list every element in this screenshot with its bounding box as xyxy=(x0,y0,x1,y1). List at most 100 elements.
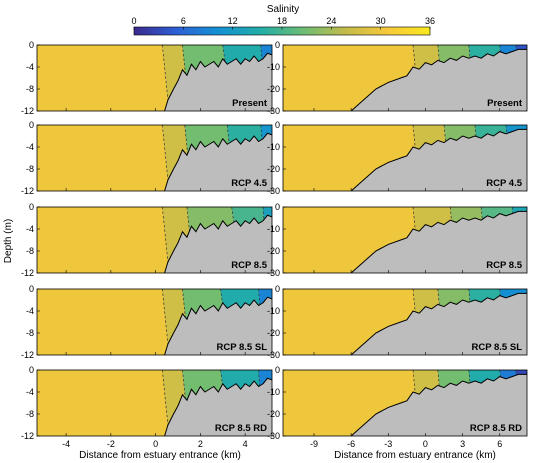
panel-frame xyxy=(282,369,528,437)
land-bed xyxy=(351,293,527,355)
y-tick-label: 0 xyxy=(29,120,34,130)
y-tick-label: -8 xyxy=(26,328,34,338)
y-tick-label: -10 xyxy=(267,62,280,72)
y-tick-label: -10 xyxy=(267,142,280,152)
x-tick-label: -6 xyxy=(347,439,355,449)
y-tick-label: -10 xyxy=(267,224,280,234)
panel-5: 0 -4 -8 -12 RCP 8.5 xyxy=(21,202,273,278)
y-tick-label: -12 xyxy=(21,431,34,441)
land-bed xyxy=(164,133,272,191)
y-tick-label: -20 xyxy=(267,246,280,256)
bed-profile-line xyxy=(164,377,272,436)
y-tick-label: -12 xyxy=(21,186,34,196)
panel-frame xyxy=(36,44,273,112)
panel-frame xyxy=(282,288,528,356)
panel-1: 0 -4 -8 -12 Present xyxy=(21,40,273,116)
colorbar-tick-label: 24 xyxy=(326,16,336,26)
bed-profile-line xyxy=(164,132,272,191)
y-tick-label: 0 xyxy=(29,40,34,50)
y-axis-label: Depth (m) xyxy=(3,219,14,263)
x-tick-label: 6 xyxy=(497,439,502,449)
panel-4: 0 -10 -20 -30 RCP 4.5 xyxy=(267,120,528,196)
y-tick-label: -30 xyxy=(267,350,280,360)
y-tick-label: -30 xyxy=(267,268,280,278)
bed-profile-line xyxy=(350,373,527,436)
y-tick-label: -4 xyxy=(26,224,34,234)
y-tick-label: -20 xyxy=(267,409,280,419)
y-tick-label: -20 xyxy=(267,328,280,338)
scenario-label: RCP 4.5 xyxy=(486,178,522,189)
y-tick-label: -30 xyxy=(267,106,280,116)
land-bed xyxy=(351,49,527,111)
land-bed xyxy=(351,374,527,436)
x-tick-label: -9 xyxy=(310,439,318,449)
x-tick-label: 2 xyxy=(198,439,203,449)
scenario-label: RCP 8.5 xyxy=(231,260,267,271)
land-bed xyxy=(164,297,272,355)
x-tick-label: 4 xyxy=(243,439,248,449)
panel-8: 0 -10 -20 -30 RCP 8.5 SL xyxy=(267,284,528,360)
bed-profile-line xyxy=(350,128,527,191)
y-tick-label: 0 xyxy=(29,284,34,294)
x-tick-label: -2 xyxy=(107,439,115,449)
panel-7: 0 -4 -8 -12 RCP 8.5 SL xyxy=(21,284,273,360)
scenario-label: RCP 8.5 RD xyxy=(470,423,522,434)
land-bed xyxy=(164,215,272,273)
land-bed xyxy=(351,129,527,191)
y-tick-label: 0 xyxy=(275,202,280,212)
y-tick-label: -8 xyxy=(26,246,34,256)
colorbar-title: Salinity xyxy=(267,4,299,15)
scenario-label: RCP 8.5 RD xyxy=(215,423,267,434)
y-tick-label: -10 xyxy=(267,387,280,397)
land-bed xyxy=(164,378,272,436)
panel-9: 0 -4 -8 -12 -4 -2 0 2 4 RCP 8.5 RD xyxy=(21,365,273,449)
y-tick-label: -20 xyxy=(267,164,280,174)
colorbar-tick-label: 30 xyxy=(376,16,386,26)
scenario-label: RCP 4.5 xyxy=(231,178,267,189)
x-axis-label-right: Distance from estuary entrance (km) xyxy=(334,450,496,461)
colorbar: 0 6 12 18 24 30 36 xyxy=(131,16,435,36)
y-tick-label: -8 xyxy=(26,164,34,174)
x-tick-label: -4 xyxy=(62,439,70,449)
scenario-label: RCP 8.5 xyxy=(486,260,522,271)
y-tick-label: 0 xyxy=(275,365,280,375)
bed-profile-line xyxy=(350,292,527,355)
bed-profile-line xyxy=(164,52,272,111)
y-tick-label: -8 xyxy=(26,84,34,94)
scenario-label: RCP 8.5 SL xyxy=(216,342,267,353)
colorbar-tick-label: 12 xyxy=(228,16,238,26)
y-tick-label: -4 xyxy=(26,142,34,152)
panel-frame xyxy=(36,206,273,274)
x-tick-label: 0 xyxy=(153,439,158,449)
y-tick-label: -4 xyxy=(26,306,34,316)
y-tick-label: 0 xyxy=(275,284,280,294)
y-tick-label: -12 xyxy=(21,106,34,116)
panel-frame xyxy=(36,124,273,192)
y-tick-label: 0 xyxy=(29,202,34,212)
panel-frame xyxy=(282,44,528,112)
y-tick-label: -8 xyxy=(26,409,34,419)
panel-3: 0 -4 -8 -12 RCP 4.5 xyxy=(21,120,273,196)
bed-profile-line xyxy=(350,210,527,273)
panel-2: 0 -10 -20 -30 Present xyxy=(267,40,528,116)
y-tick-label: -4 xyxy=(26,62,34,72)
colorbar-tick-label: 0 xyxy=(131,16,136,26)
scenario-label: RCP 8.5 SL xyxy=(471,342,522,353)
panel-frame xyxy=(282,206,528,274)
bed-profile-line xyxy=(164,214,272,273)
x-tick-label: 3 xyxy=(460,439,465,449)
bed-profile-line xyxy=(164,296,272,355)
colorbar-tick-label: 6 xyxy=(181,16,186,26)
panel-6: 0 -10 -20 -30 RCP 8.5 xyxy=(267,202,528,278)
x-tick-label: 0 xyxy=(423,439,428,449)
x-axis-label-left: Distance from estuary entrance (km) xyxy=(79,450,241,461)
land-bed xyxy=(164,53,272,111)
scenario-label: Present xyxy=(232,98,268,109)
x-tick-label: -3 xyxy=(384,439,392,449)
y-tick-label: -4 xyxy=(26,387,34,397)
panel-frame xyxy=(36,369,273,437)
y-tick-label: 0 xyxy=(275,120,280,130)
